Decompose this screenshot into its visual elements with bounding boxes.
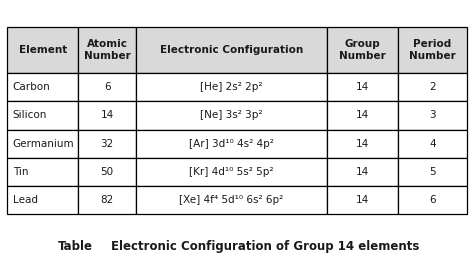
Text: 6: 6 xyxy=(104,82,110,92)
Bar xyxy=(327,186,398,214)
Bar xyxy=(7,73,78,101)
Text: 5: 5 xyxy=(429,167,436,177)
Bar xyxy=(327,27,398,73)
Bar xyxy=(7,186,78,214)
Bar xyxy=(327,101,398,130)
Bar xyxy=(327,130,398,158)
Text: Lead: Lead xyxy=(13,195,38,205)
Bar xyxy=(78,130,136,158)
Text: Electronic Configuration of Group 14 elements: Electronic Configuration of Group 14 ele… xyxy=(111,240,419,252)
Bar xyxy=(136,101,327,130)
Text: 4: 4 xyxy=(429,139,436,149)
Text: 32: 32 xyxy=(100,139,114,149)
Bar xyxy=(398,186,467,214)
Text: [Ne] 3s² 3p²: [Ne] 3s² 3p² xyxy=(200,110,263,120)
Bar xyxy=(136,130,327,158)
Bar xyxy=(7,27,78,73)
Text: [Xe] 4f⁴ 5d¹⁰ 6s² 6p²: [Xe] 4f⁴ 5d¹⁰ 6s² 6p² xyxy=(179,195,283,205)
Text: [He] 2s² 2p²: [He] 2s² 2p² xyxy=(200,82,263,92)
Bar xyxy=(78,73,136,101)
Text: Germanium: Germanium xyxy=(13,139,74,149)
Bar xyxy=(7,158,78,186)
Text: Group
Number: Group Number xyxy=(339,39,386,61)
Bar xyxy=(78,186,136,214)
Text: Tin: Tin xyxy=(13,167,28,177)
Text: 14: 14 xyxy=(100,110,114,120)
Text: Electronic Configuration: Electronic Configuration xyxy=(160,45,303,55)
Text: 50: 50 xyxy=(100,167,114,177)
Text: 14: 14 xyxy=(356,195,369,205)
Text: 14: 14 xyxy=(356,82,369,92)
Text: 6: 6 xyxy=(429,195,436,205)
Text: 82: 82 xyxy=(100,195,114,205)
Bar xyxy=(136,27,327,73)
Text: 14: 14 xyxy=(356,167,369,177)
Bar xyxy=(78,27,136,73)
Bar xyxy=(136,158,327,186)
Text: 14: 14 xyxy=(356,110,369,120)
Text: Period
Number: Period Number xyxy=(409,39,456,61)
Bar xyxy=(136,73,327,101)
Text: Atomic
Number: Atomic Number xyxy=(84,39,130,61)
Bar xyxy=(398,73,467,101)
Bar xyxy=(327,73,398,101)
Bar xyxy=(398,101,467,130)
Text: 3: 3 xyxy=(429,110,436,120)
Text: [Ar] 3d¹⁰ 4s² 4p²: [Ar] 3d¹⁰ 4s² 4p² xyxy=(189,139,273,149)
Bar xyxy=(398,158,467,186)
Text: 2: 2 xyxy=(429,82,436,92)
Bar xyxy=(398,130,467,158)
Text: Table: Table xyxy=(58,240,93,252)
Text: Carbon: Carbon xyxy=(13,82,51,92)
Bar xyxy=(78,101,136,130)
Text: Element: Element xyxy=(18,45,67,55)
Text: 14: 14 xyxy=(356,139,369,149)
Bar xyxy=(398,27,467,73)
Text: Silicon: Silicon xyxy=(13,110,47,120)
Bar xyxy=(7,130,78,158)
Bar xyxy=(327,158,398,186)
Text: [Kr] 4d¹⁰ 5s² 5p²: [Kr] 4d¹⁰ 5s² 5p² xyxy=(189,167,273,177)
Bar xyxy=(78,158,136,186)
Bar xyxy=(136,186,327,214)
Bar xyxy=(7,101,78,130)
